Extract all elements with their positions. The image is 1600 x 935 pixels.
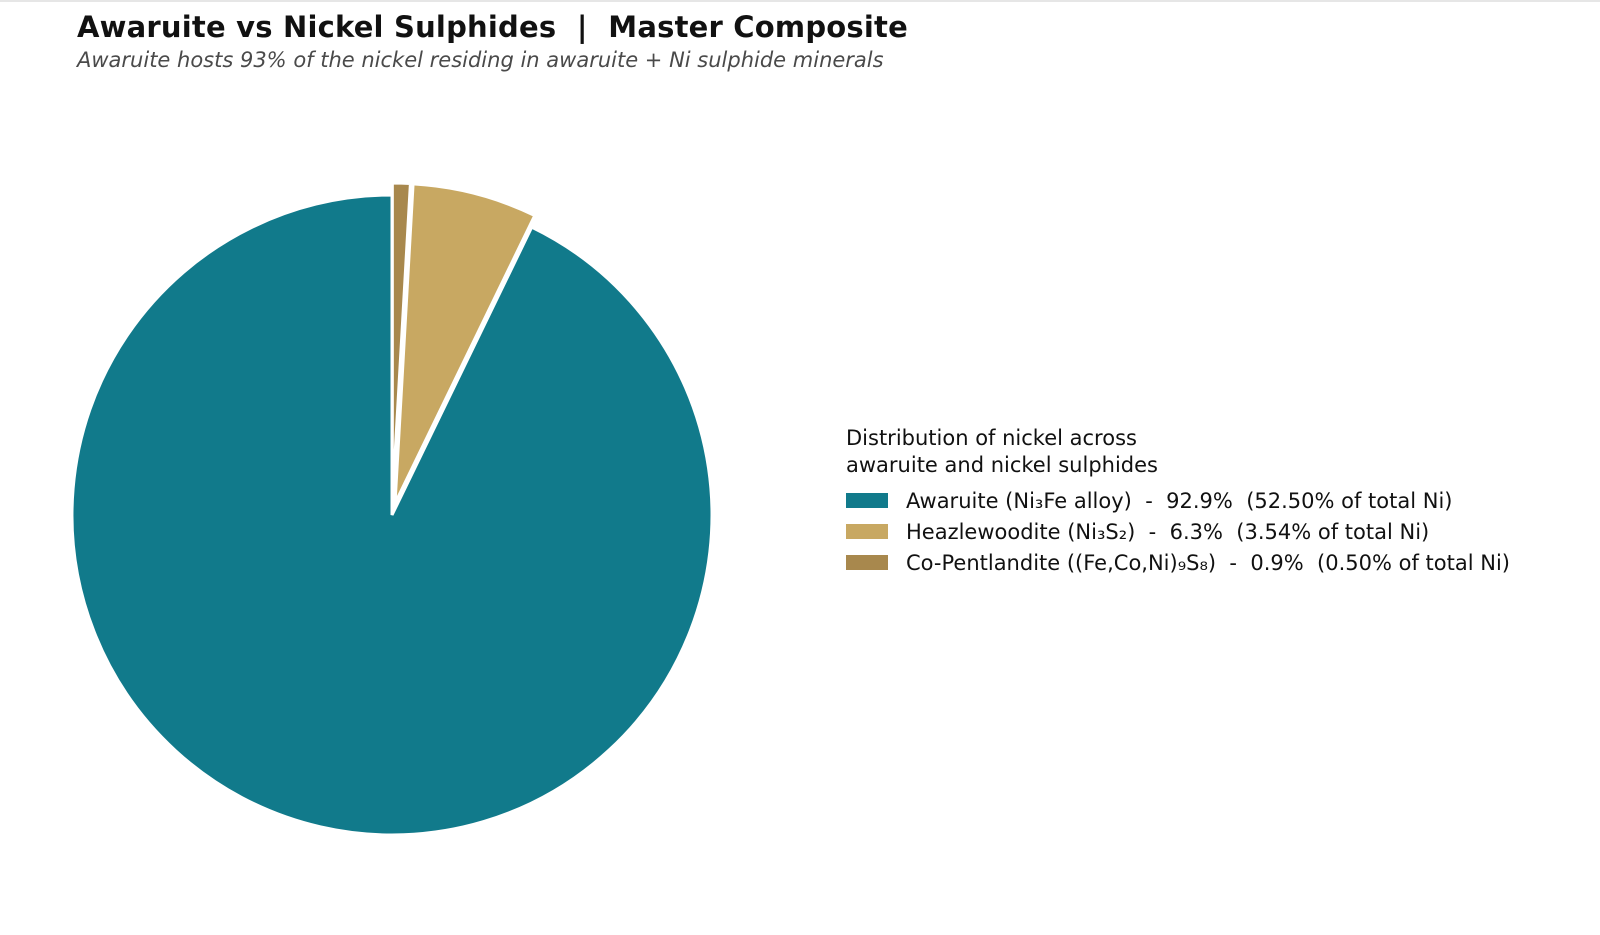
legend-item-co-pentlandite: Co-Pentlandite ((Fe,Co,Ni)₉S₈) - 0.9% (0… bbox=[846, 547, 1510, 578]
legend-swatch-awaruite bbox=[846, 493, 888, 508]
legend: Distribution of nickel across awaruite a… bbox=[846, 425, 1510, 578]
top-rule bbox=[0, 0, 1600, 2]
pie-slice-awaruite bbox=[70, 193, 714, 837]
legend-title-line-1: Distribution of nickel across bbox=[846, 426, 1137, 450]
legend-title-line-2: awaruite and nickel sulphides bbox=[846, 453, 1158, 477]
pie-slice-heazlewoodite bbox=[393, 182, 537, 505]
legend-item-awaruite: Awaruite (Ni₃Fe alloy) - 92.9% (52.50% o… bbox=[846, 485, 1510, 516]
chart-subtitle: Awaruite hosts 93% of the nickel residin… bbox=[77, 48, 884, 72]
legend-label-awaruite: Awaruite (Ni₃Fe alloy) - 92.9% (52.50% o… bbox=[906, 488, 1453, 513]
chart-title: Awaruite vs Nickel Sulphides | Master Co… bbox=[77, 10, 908, 44]
legend-label-co-pentlandite: Co-Pentlandite ((Fe,Co,Ni)₉S₈) - 0.9% (0… bbox=[906, 550, 1510, 575]
legend-label-heazlewoodite: Heazlewoodite (Ni₃S₂) - 6.3% (3.54% of t… bbox=[906, 519, 1430, 544]
legend-swatch-heazlewoodite bbox=[846, 524, 888, 539]
legend-title: Distribution of nickel across awaruite a… bbox=[846, 425, 1510, 479]
legend-swatch-co-pentlandite bbox=[846, 555, 888, 570]
legend-item-heazlewoodite: Heazlewoodite (Ni₃S₂) - 6.3% (3.54% of t… bbox=[846, 516, 1510, 547]
pie-slice-co-pentlandite bbox=[390, 181, 412, 504]
